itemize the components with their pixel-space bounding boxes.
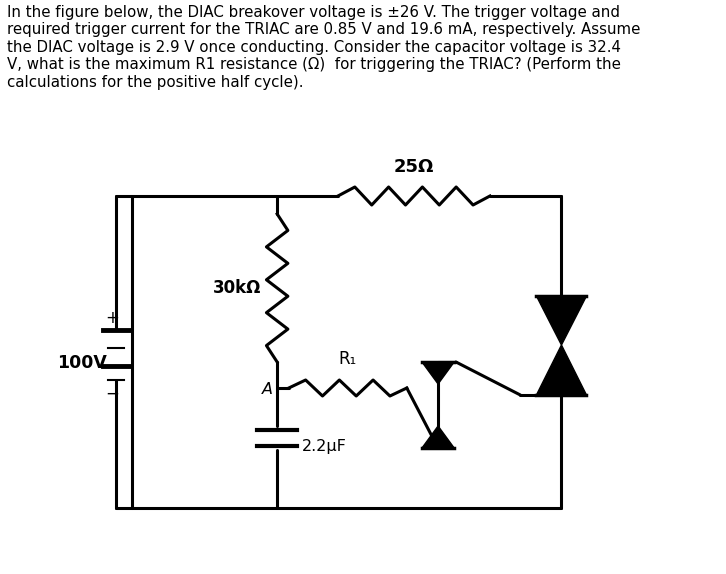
Text: 100V: 100V	[57, 354, 107, 372]
Polygon shape	[537, 345, 587, 395]
Text: A: A	[261, 382, 273, 398]
Text: R₁: R₁	[338, 350, 357, 368]
Polygon shape	[422, 426, 454, 448]
Polygon shape	[537, 296, 587, 345]
Text: 2.2μF: 2.2μF	[302, 439, 347, 453]
Text: 25Ω: 25Ω	[393, 158, 434, 176]
Text: In the figure below, the DIAC breakover voltage is ±26 V. The trigger voltage an: In the figure below, the DIAC breakover …	[7, 5, 640, 90]
Text: 30kΩ: 30kΩ	[213, 279, 261, 297]
Text: +: +	[106, 309, 120, 327]
Text: −: −	[106, 385, 120, 403]
Polygon shape	[422, 362, 454, 384]
